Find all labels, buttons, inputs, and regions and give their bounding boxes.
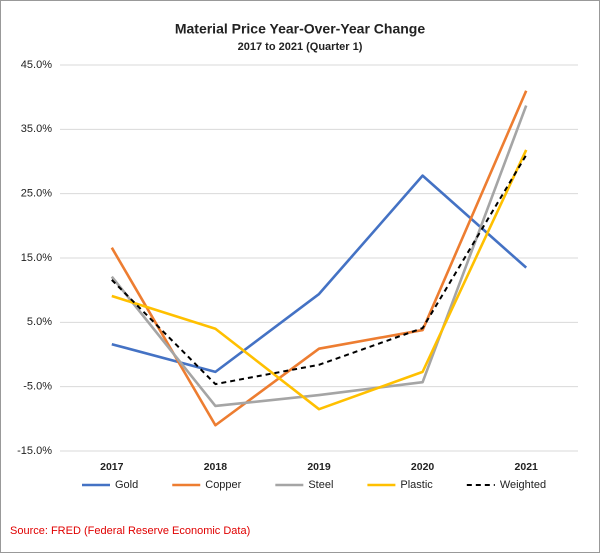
series-line [111,149,528,411]
chart-subtitle: 2017 to 2021 (Quarter 1) [238,41,363,53]
y-tick-label: 25.0% [21,188,52,200]
series-line [111,154,528,386]
legend-label: Weighted [500,479,546,491]
y-tick-label: 45.0% [21,59,52,71]
y-tick-label: 5.0% [27,316,52,328]
series-line [110,105,528,408]
x-tick-label: 2021 [515,461,539,473]
x-tick-label: 2018 [204,461,228,473]
y-tick-label: 15.0% [21,252,52,264]
series-line [110,90,528,427]
legend-label: Copper [205,479,241,491]
legend-label: Steel [308,479,333,491]
x-tick-label: 2019 [307,461,331,473]
y-tick-label: 35.0% [21,123,52,135]
x-tick-label: 2020 [411,461,435,473]
source-note: Source: FRED (Federal Reserve Economic D… [10,525,250,537]
legend-label: Gold [115,479,138,491]
y-tick-label: -5.0% [23,381,52,393]
legend-label: Plastic [400,479,433,491]
chart-title: Material Price Year-Over-Year Change [175,21,426,37]
x-tick-label: 2017 [100,461,124,473]
y-tick-label: -15.0% [17,445,52,457]
